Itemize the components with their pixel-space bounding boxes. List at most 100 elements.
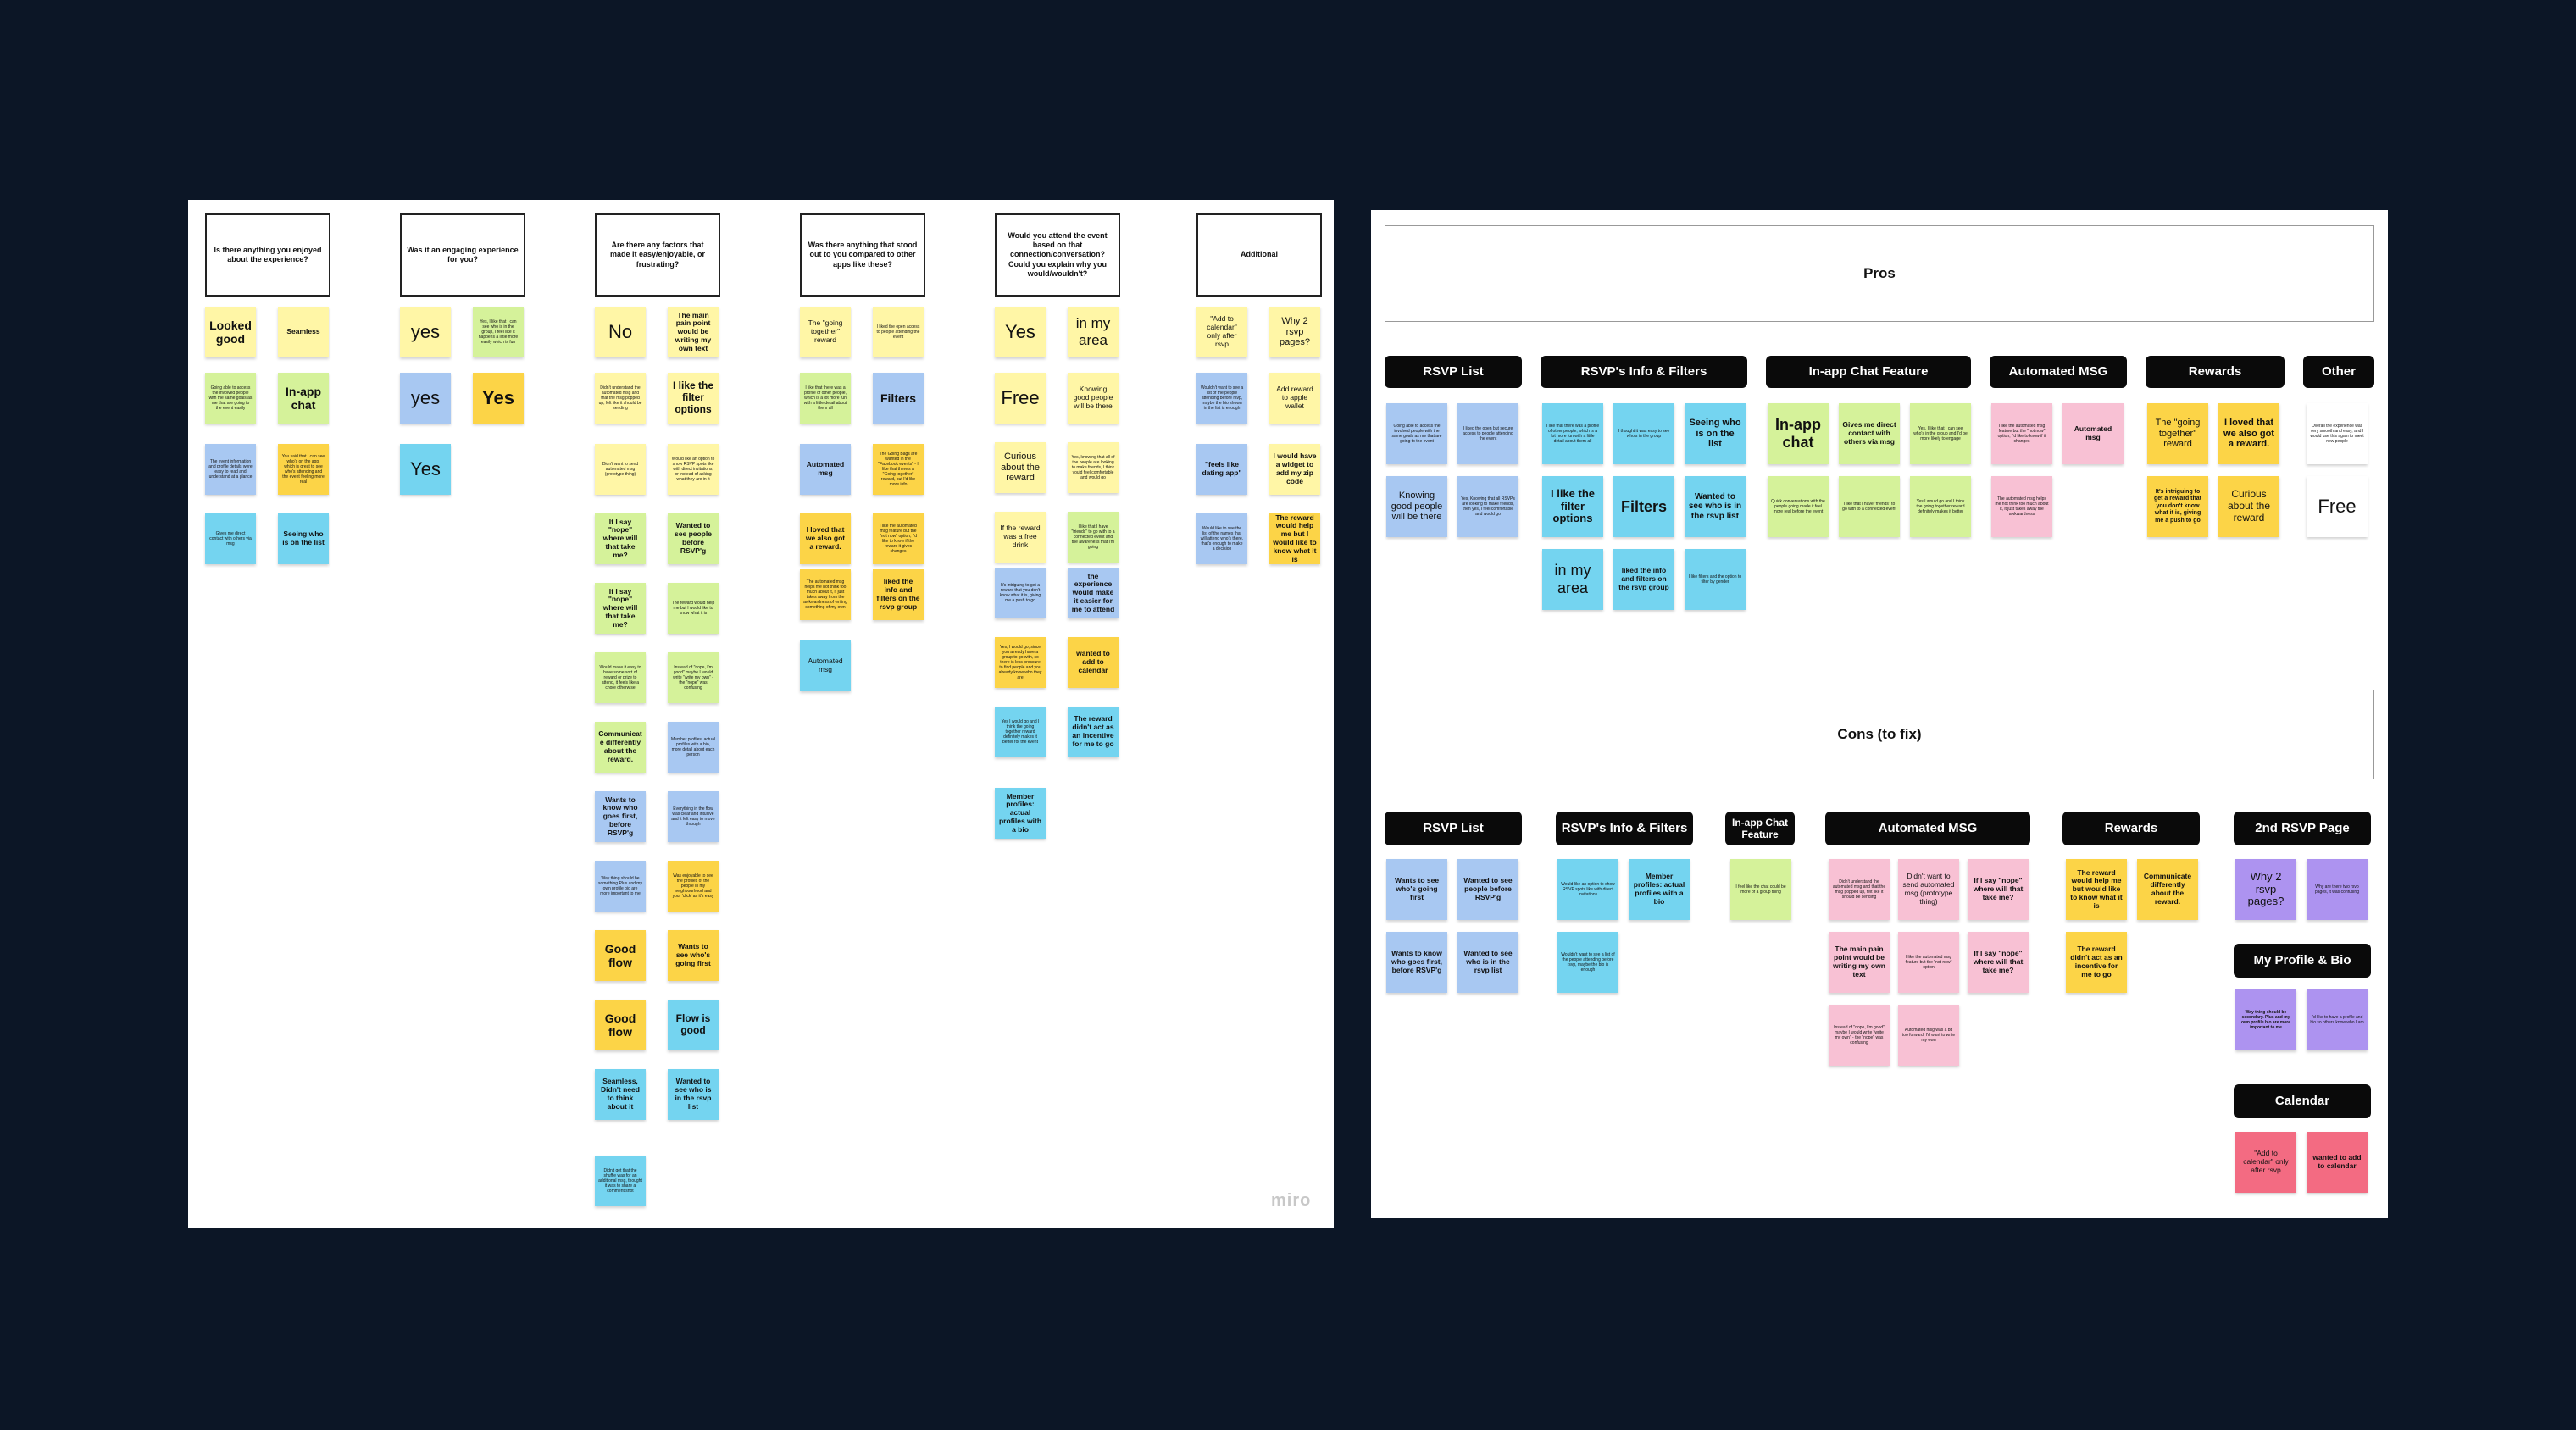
sticky-note[interactable]: Yes — [995, 307, 1046, 358]
sticky-note[interactable]: Wanted to see people before RSVP'g — [668, 513, 719, 564]
sticky-note[interactable]: Way thing should be something Plus and m… — [595, 861, 646, 912]
sticky-note[interactable]: Yes, I like that I can see who is in the… — [473, 307, 524, 358]
sticky-note[interactable]: You said that I can see who's on the app… — [278, 444, 329, 495]
sticky-note[interactable]: Everything in the flow was clear and int… — [668, 791, 719, 842]
sticky-note[interactable]: The "going together" reward — [2147, 403, 2208, 464]
sticky-note[interactable]: I loved that we also got a reward. — [800, 513, 851, 564]
sticky-note[interactable]: liked the info and filters on the rsvp g… — [873, 569, 924, 620]
sticky-note[interactable]: yes — [400, 307, 451, 358]
sticky-note[interactable]: Would like an option to show RSVP spots … — [1557, 859, 1618, 920]
sticky-note[interactable]: I like the automated msg feature but the… — [873, 513, 924, 564]
sticky-note[interactable]: I'd like to have a profile and bio so ot… — [2307, 989, 2368, 1050]
sticky-note[interactable]: If I say "nope" where will that take me? — [1968, 859, 2029, 920]
sticky-note[interactable]: Curious about the reward — [2218, 476, 2279, 537]
column-header-factors[interactable]: Are there any factors that made it easy/… — [595, 213, 720, 297]
sticky-note[interactable]: in my area — [1068, 307, 1119, 358]
sticky-note[interactable]: Automated msg — [800, 444, 851, 495]
sticky-note[interactable]: Knowing good people will be there — [1068, 373, 1119, 424]
sticky-note[interactable]: Overall the experience was very smooth a… — [2307, 403, 2368, 464]
sticky-note[interactable]: Yes I would go and I think the going tog… — [1910, 476, 1971, 537]
sticky-note[interactable]: It's intriguing to get a reward that you… — [995, 568, 1046, 618]
sticky-note[interactable]: Wants to know who goes first, before RSV… — [595, 791, 646, 842]
sticky-note[interactable]: I loved that we also got a reward. — [2218, 403, 2279, 464]
sticky-note[interactable]: Curious about the reward — [995, 442, 1046, 493]
sticky-note[interactable]: Free — [2307, 476, 2368, 537]
sticky-note[interactable]: I like the automated msg feature but the… — [1991, 403, 2052, 464]
sticky-note[interactable]: Good flow — [595, 930, 646, 981]
cons-tag-rsvp-info-filters[interactable]: RSVP's Info & Filters — [1556, 812, 1693, 845]
sticky-note[interactable]: The reward would help me but would like … — [2066, 859, 2127, 920]
sticky-note[interactable]: Automated msg — [2062, 403, 2124, 464]
research-board-left[interactable]: Is there anything you enjoyed about the … — [188, 200, 1334, 1228]
sticky-note[interactable]: Wants to see who's going first — [668, 930, 719, 981]
sticky-note[interactable]: Why 2 rsvp pages? — [2235, 859, 2296, 920]
sticky-note[interactable]: Seamless, Didn't need to think about it — [595, 1069, 646, 1120]
sticky-note[interactable]: I would have a widget to add my zip code — [1269, 444, 1320, 495]
sticky-note[interactable]: Member profiles: actual profiles with a … — [1629, 859, 1690, 920]
sticky-note[interactable]: "feels like dating app" — [1196, 444, 1247, 495]
sticky-note[interactable]: Looked good — [205, 307, 256, 358]
sticky-note[interactable]: Didn't want to send automated msg (proto… — [1898, 859, 1959, 920]
sticky-note[interactable]: Going able to access the involved people… — [1386, 403, 1447, 464]
sticky-note[interactable]: wanted to add to calendar — [2307, 1132, 2368, 1193]
sticky-note[interactable]: I like the filter options — [668, 373, 719, 424]
sticky-note[interactable]: Gives me direct contact with others via … — [1839, 403, 1900, 464]
sticky-note[interactable]: Seamless — [278, 307, 329, 358]
sticky-note[interactable]: Yes — [473, 373, 524, 424]
sticky-note[interactable]: Yes, I would go, since you already have … — [995, 637, 1046, 688]
cons-tag-2nd-rsvp-page[interactable]: 2nd RSVP Page — [2234, 812, 2371, 845]
sticky-note[interactable]: I feel like the chat could be more of a … — [1730, 859, 1791, 920]
sticky-note[interactable]: "Add to calendar" only after rsvp — [1196, 307, 1247, 358]
sticky-note[interactable]: Add reward to apple wallet — [1269, 373, 1320, 424]
sticky-note[interactable]: I like the automated msg feature but the… — [1898, 932, 1959, 993]
sticky-note[interactable]: Wanted to see people before RSVP'g — [1457, 859, 1518, 920]
sticky-note[interactable]: Would make it easy to have some sort of … — [595, 652, 646, 703]
pros-tag-rsvp-list[interactable]: RSVP List — [1385, 356, 1522, 388]
sticky-note[interactable]: Didn't want to send automated msg (proto… — [595, 444, 646, 495]
pros-tag-automated-msg[interactable]: Automated MSG — [1990, 356, 2127, 388]
cons-tag-rsvp-list[interactable]: RSVP List — [1385, 812, 1522, 845]
cons-tag-automated-msg[interactable]: Automated MSG — [1825, 812, 2030, 845]
sticky-note[interactable]: Yes, Knowing that all RSVPs are looking … — [1457, 476, 1518, 537]
sticky-note[interactable]: Wouldn't want to see a list of the peopl… — [1557, 932, 1618, 993]
sticky-note[interactable]: Instead of "nope, I'm good" maybe I woul… — [1829, 1005, 1890, 1066]
sticky-note[interactable]: Communicate differently about the reward… — [2137, 859, 2198, 920]
sticky-note[interactable]: The reward would help me but I would lik… — [1269, 513, 1320, 564]
cons-tag-my-profile-bio[interactable]: My Profile & Bio — [2234, 944, 2371, 978]
sticky-note[interactable]: Automated msg — [800, 640, 851, 691]
cons-tag-in-app-chat[interactable]: In-app Chat Feature — [1725, 812, 1795, 845]
sticky-note[interactable]: Would like to see the list of the names … — [1196, 513, 1247, 564]
sticky-note[interactable]: I thought it was easy to see who's in th… — [1613, 403, 1674, 464]
sticky-note[interactable]: The automated msg helps me not think too… — [1991, 476, 2052, 537]
sticky-note[interactable]: Knowing good people will be there — [1386, 476, 1447, 537]
cons-tag-rewards[interactable]: Rewards — [2062, 812, 2200, 845]
sticky-note[interactable]: Seeing who is on the list — [278, 513, 329, 564]
sticky-note[interactable]: Going able to access the involved people… — [205, 373, 256, 424]
sticky-note[interactable]: Free — [995, 373, 1046, 424]
sticky-note[interactable]: Didn't understand the automated msg and … — [595, 373, 646, 424]
pros-tag-rsvp-info-filters[interactable]: RSVP's Info & Filters — [1541, 356, 1747, 388]
sticky-note[interactable]: The main pain point would be writing my … — [1829, 932, 1890, 993]
sticky-note[interactable]: If the reward was a free drink — [995, 512, 1046, 563]
sticky-note[interactable]: If I say "nope" where will that take me? — [595, 583, 646, 634]
sticky-note[interactable]: Filters — [1613, 476, 1674, 537]
sticky-note[interactable]: Gives me direct contact with others via … — [205, 513, 256, 564]
pros-tag-in-app-chat[interactable]: In-app Chat Feature — [1766, 356, 1971, 388]
sticky-note[interactable]: Member profiles: actual profiles with a … — [995, 788, 1046, 839]
sticky-note[interactable]: The reward would help me but I would lik… — [668, 583, 719, 634]
sticky-note[interactable]: Member profiles: actual profiles with a … — [668, 722, 719, 773]
sticky-note[interactable]: liked the info and filters on the rsvp g… — [1613, 549, 1674, 610]
sticky-note[interactable]: I like that there was a profile of other… — [1542, 403, 1603, 464]
sticky-note[interactable]: I like that I have "friends" to go with … — [1839, 476, 1900, 537]
sticky-note[interactable]: The event information and profile detail… — [205, 444, 256, 495]
sticky-note[interactable]: The Going Bags are wanted in the "Facebo… — [873, 444, 924, 495]
sticky-note[interactable]: Way thing should be secondary. Plus and … — [2235, 989, 2296, 1050]
sticky-note[interactable]: I liked the open but secure access to pe… — [1457, 403, 1518, 464]
cons-tag-calendar[interactable]: Calendar — [2234, 1084, 2371, 1118]
sticky-note[interactable]: In-app chat — [278, 373, 329, 424]
synthesis-board-right[interactable]: Pros RSVP List RSVP's Info & Filters In-… — [1371, 210, 2388, 1218]
sticky-note[interactable]: Automated msg was a bit too forward, I'd… — [1898, 1005, 1959, 1066]
sticky-note[interactable]: Would like an option to show RSVP spots … — [668, 444, 719, 495]
sticky-note[interactable]: wanted to add to calendar — [1068, 637, 1119, 688]
